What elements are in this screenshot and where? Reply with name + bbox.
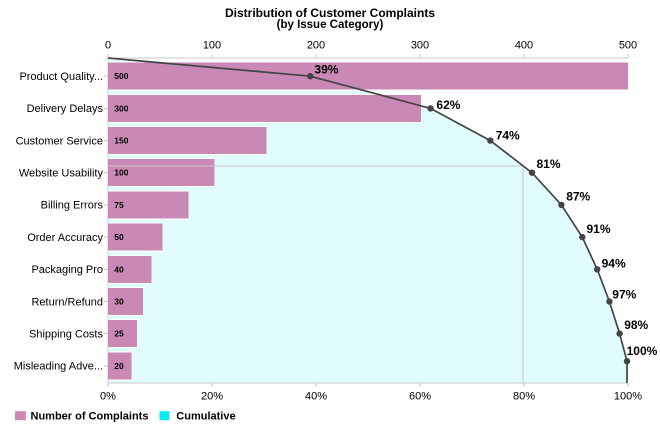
svg-text:81%: 81% <box>537 157 561 171</box>
svg-text:91%: 91% <box>587 222 611 236</box>
svg-text:Delivery Delays: Delivery Delays <box>27 103 104 115</box>
svg-text:Return/Refund: Return/Refund <box>31 296 103 308</box>
svg-text:50: 50 <box>114 232 124 242</box>
svg-text:100%: 100% <box>627 344 658 358</box>
svg-text:97%: 97% <box>612 288 636 302</box>
svg-text:400: 400 <box>515 40 533 52</box>
svg-text:Packaging Pro: Packaging Pro <box>31 264 103 276</box>
svg-text:Product Quality...: Product Quality... <box>19 71 103 83</box>
svg-text:Order Accuracy: Order Accuracy <box>27 232 103 244</box>
svg-text:Distribution of Customer Compl: Distribution of Customer Complaints <box>225 6 435 20</box>
svg-text:300: 300 <box>114 103 128 113</box>
svg-text:20: 20 <box>114 361 124 371</box>
svg-text:98%: 98% <box>624 318 648 332</box>
svg-text:39%: 39% <box>314 62 338 76</box>
svg-text:25: 25 <box>114 329 124 339</box>
svg-text:Billing Errors: Billing Errors <box>41 200 104 212</box>
svg-text:87%: 87% <box>566 190 590 204</box>
svg-text:100%: 100% <box>614 390 642 402</box>
svg-text:500: 500 <box>114 71 128 81</box>
svg-text:20%: 20% <box>201 390 223 402</box>
svg-text:Cumulative: Cumulative <box>176 411 235 423</box>
svg-text:0%: 0% <box>100 390 116 402</box>
svg-text:Customer Service: Customer Service <box>16 135 103 147</box>
svg-text:60%: 60% <box>409 390 431 402</box>
svg-text:94%: 94% <box>602 256 626 270</box>
svg-text:Website Usability: Website Usability <box>19 168 104 180</box>
svg-text:30: 30 <box>114 297 124 307</box>
svg-text:100: 100 <box>203 40 221 52</box>
svg-text:Shipping Costs: Shipping Costs <box>29 328 103 340</box>
svg-text:Misleading Adve...: Misleading Adve... <box>14 361 103 373</box>
svg-text:150: 150 <box>114 136 128 146</box>
svg-text:300: 300 <box>411 40 429 52</box>
svg-text:100: 100 <box>114 168 128 178</box>
svg-text:40: 40 <box>114 264 124 274</box>
svg-text:74%: 74% <box>496 129 520 143</box>
svg-text:(by Issue Category): (by Issue Category) <box>277 19 384 31</box>
svg-text:75: 75 <box>114 200 124 210</box>
svg-text:Number of Complaints: Number of Complaints <box>31 411 149 423</box>
svg-text:62%: 62% <box>436 98 460 112</box>
svg-text:0: 0 <box>105 40 111 52</box>
svg-text:500: 500 <box>619 40 637 52</box>
svg-text:200: 200 <box>307 40 325 52</box>
svg-text:80%: 80% <box>513 390 535 402</box>
svg-text:40%: 40% <box>305 390 327 402</box>
